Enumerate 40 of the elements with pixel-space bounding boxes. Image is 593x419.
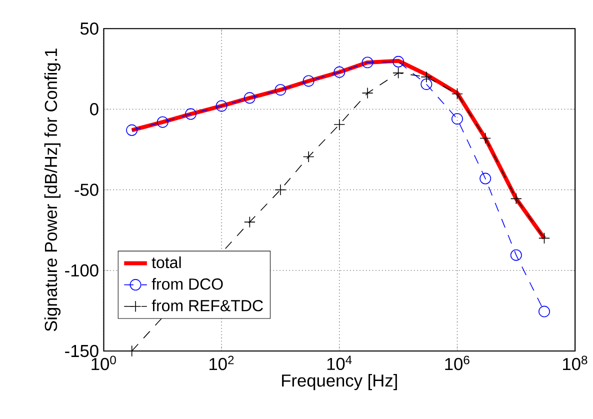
y-tick-label: 50 — [80, 22, 98, 35]
point — [392, 67, 404, 79]
point — [480, 132, 492, 144]
legend-label: from REF&TDC — [152, 300, 263, 312]
point — [334, 118, 346, 130]
point — [420, 71, 432, 83]
point — [392, 56, 404, 68]
legend-label: total — [152, 256, 181, 268]
point — [510, 249, 522, 261]
y-tick-label: -100 — [65, 264, 98, 277]
y-tick-label: 0 — [90, 103, 98, 116]
point — [452, 113, 463, 125]
point — [302, 151, 314, 162]
point — [302, 75, 314, 87]
point — [452, 88, 463, 100]
y-axis-title: Signature Power [dB/Hz] for Config.1 — [44, 48, 61, 332]
point — [244, 216, 256, 228]
point — [156, 116, 168, 128]
point — [126, 124, 138, 136]
point — [510, 192, 522, 204]
x-tick-label: 10$^{4}$ — [327, 356, 352, 370]
x-tick-label: 10$^{2}$ — [210, 356, 234, 370]
point — [216, 100, 228, 112]
point — [538, 306, 550, 318]
point — [244, 92, 256, 104]
point — [480, 172, 492, 184]
x-tick-label: 10$^{6}$ — [445, 356, 470, 370]
x-axis-title: Frequency [Hz] — [282, 374, 397, 390]
x-tick-label: 10$^{8}$ — [563, 356, 588, 370]
point — [362, 56, 374, 68]
y-tick-label: -150 — [65, 344, 98, 358]
y-tick-label: -50 — [74, 184, 98, 196]
point — [274, 184, 286, 196]
legend-label: from DCO — [152, 278, 223, 290]
point — [538, 232, 550, 244]
point — [274, 84, 286, 96]
point — [334, 66, 346, 78]
point — [362, 87, 374, 99]
point — [185, 108, 196, 120]
point — [420, 78, 432, 90]
